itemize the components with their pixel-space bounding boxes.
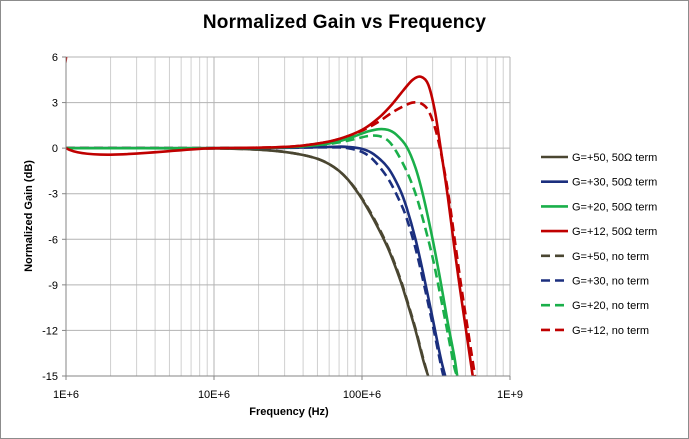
legend-label: G=+20, no term (572, 300, 649, 312)
y-tick-label: -9 (48, 280, 58, 292)
y-tick-label: -12 (42, 325, 58, 337)
y-tick-label: -3 (48, 189, 58, 201)
legend-label: G=+12, no term (572, 325, 649, 337)
series-line (66, 146, 430, 377)
series-layer (66, 57, 477, 377)
legend-label: G=+20, 50Ω term (572, 201, 657, 213)
legend-label: G=+50, 50Ω term (572, 152, 657, 164)
axes (62, 56, 511, 380)
legend-label: G=+30, no term (572, 276, 649, 288)
x-tick-label: 1E+6 (53, 389, 79, 401)
x-tick-label: 100E+6 (343, 389, 381, 401)
y-tick-label: 6 (52, 52, 58, 64)
chart-title: Normalized Gain vs Frequency (202, 12, 487, 33)
tick-labels: 6 3 0 -3 -6 -9 -12 -15 1E+6 10E+6 100E+6 1E+9 (42, 52, 523, 401)
y-tick-label: -15 (42, 371, 58, 383)
legend-label: G=+12, 50Ω term (572, 226, 657, 238)
x-tick-label: 1E+9 (497, 389, 523, 401)
legend-label: G=+30, 50Ω term (572, 177, 657, 189)
plot-area (66, 57, 510, 376)
x-axis-title: Frequency (Hz) (249, 406, 329, 418)
grid-lines (65, 56, 511, 377)
y-tick-label: 3 (52, 98, 58, 110)
y-axis-title: Normalized Gain (dB) (23, 160, 35, 272)
series-line (66, 57, 475, 377)
legend: G=+50, 50Ω term G=+30, 50Ω term G=+20, 50Ω… (541, 152, 657, 337)
x-tick-label: 10E+6 (198, 389, 230, 401)
y-tick-label: -6 (48, 234, 58, 246)
y-tick-label: 0 (52, 143, 58, 155)
legend-label: G=+50, no term (572, 251, 649, 263)
